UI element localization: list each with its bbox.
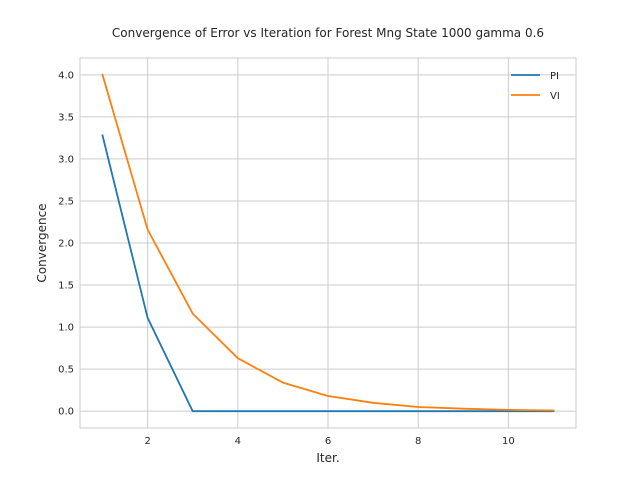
legend-label-vi: VI (550, 91, 560, 102)
tick-labels: 2 4 6 8 10 0.0 0.5 1.0 1.5 2.0 2.5 3.0 3.5 4.0 (58, 70, 515, 447)
x-tick-label: 2 (144, 436, 150, 447)
y-tick-label: 2.0 (58, 239, 74, 250)
x-tick-label: 6 (325, 436, 331, 447)
y-tick-label: 1.5 (58, 281, 74, 292)
y-tick-label: 0.0 (58, 407, 74, 418)
legend-label-pi: PI (550, 71, 559, 82)
y-axis-title: Convergence (35, 203, 49, 282)
y-tick-label: 3.0 (58, 154, 74, 165)
x-axis-title: Iter. (316, 451, 339, 465)
y-tick-label: 0.5 (58, 365, 74, 376)
series-line-vi (101, 73, 555, 412)
chart-title: Convergence of Error vs Iteration for Fo… (112, 26, 544, 40)
y-tick-label: 3.5 (58, 112, 74, 123)
legend: PI VI (511, 71, 560, 102)
plot-frame (79, 57, 577, 429)
x-tick-label: 8 (415, 436, 421, 447)
y-tick-label: 1.0 (58, 323, 74, 334)
y-tick-label: 4.0 (58, 70, 74, 81)
y-tick-label: 2.5 (58, 196, 74, 207)
x-tick-label: 10 (502, 436, 515, 447)
x-tick-label: 4 (235, 436, 241, 447)
series-lines (101, 73, 555, 413)
series-line-pi (101, 134, 555, 413)
